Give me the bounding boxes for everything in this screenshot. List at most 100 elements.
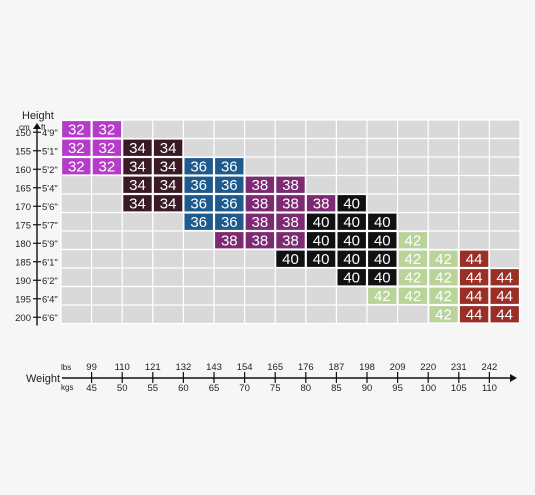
height-ft-label: 4'9": [42, 128, 58, 139]
weight-lbs-label: 154: [237, 362, 253, 373]
weight-unit-lbs: lbs: [61, 363, 71, 372]
size-cell-label: 34: [160, 177, 177, 194]
size-cell-label: 38: [252, 177, 269, 194]
size-cell: [91, 138, 123, 157]
height-cm-label: 165: [15, 183, 31, 194]
size-cell-label: 40: [343, 269, 360, 286]
size-cell-label: 36: [221, 158, 238, 175]
size-cell-label: 40: [374, 251, 391, 268]
size-cell-label: 40: [374, 269, 391, 286]
weight-lbs-label: 132: [175, 362, 191, 373]
size-cell-label: 40: [343, 214, 360, 231]
weight-kgs-label: 45: [86, 383, 97, 394]
size-cell: [61, 138, 92, 157]
size-cell-label: 36: [190, 177, 207, 194]
size-cell: [458, 286, 490, 305]
size-cell-label: 36: [221, 177, 238, 194]
height-cm-label: 190: [15, 276, 31, 287]
height-cm-label: 195: [15, 294, 31, 305]
height-cm-label: 160: [15, 165, 31, 176]
size-cell-label: 44: [466, 251, 483, 268]
size-cell: [458, 249, 490, 268]
weight-kgs-label: 70: [239, 383, 250, 394]
size-cell: [397, 249, 429, 268]
size-cell-label: 36: [190, 214, 207, 231]
height-ft-label: 5'1": [42, 146, 58, 157]
size-cell: [428, 268, 459, 287]
weight-kgs-label: 80: [301, 383, 312, 394]
size-cell: [244, 175, 276, 194]
size-cell: [122, 157, 153, 176]
height-unit-ft: ft: [41, 123, 46, 132]
size-cell-label: 40: [374, 214, 391, 231]
size-cell-label: 40: [343, 195, 360, 212]
size-cell-label: 38: [282, 177, 299, 194]
size-cell-label: 42: [374, 288, 391, 305]
size-cell: [152, 157, 184, 176]
size-cell-label: 44: [496, 269, 513, 286]
size-cell-label: 38: [282, 214, 299, 231]
size-cell-label: 40: [343, 232, 360, 249]
weight-lbs-label: 143: [206, 362, 222, 373]
size-cell: [214, 194, 245, 213]
size-cell: [428, 305, 459, 324]
size-cell-label: 32: [99, 121, 116, 138]
size-cell-label: 38: [252, 195, 269, 212]
size-cell: [336, 212, 367, 231]
height-ft-label: 6'1": [42, 257, 58, 268]
height-ft-label: 6'2": [42, 276, 58, 287]
size-cell-label: 34: [160, 158, 177, 175]
size-cell: [489, 286, 520, 305]
size-cell-label: 40: [313, 232, 330, 249]
size-cell: [336, 268, 367, 287]
size-cell-label: 40: [313, 214, 330, 231]
weight-lbs-label: 165: [267, 362, 283, 373]
size-cell-label: 42: [435, 288, 452, 305]
weight-kgs-label: 55: [148, 383, 159, 394]
size-cell: [458, 268, 490, 287]
height-ft-label: 5'2": [42, 165, 58, 176]
size-cell-label: 42: [405, 251, 422, 268]
size-cell-label: 36: [221, 195, 238, 212]
weight-lbs-label: 242: [481, 362, 497, 373]
size-cell: [367, 268, 398, 287]
size-cell-label: 34: [160, 195, 177, 212]
size-cell: [367, 231, 398, 250]
height-ft-label: 5'9": [42, 239, 58, 250]
weight-lbs-label: 176: [298, 362, 314, 373]
size-cell-label: 36: [190, 195, 207, 212]
height-ft-label: 6'6": [42, 313, 58, 324]
weight-kgs-label: 95: [392, 383, 403, 394]
size-cell: [152, 175, 184, 194]
size-cell-label: 32: [68, 121, 85, 138]
size-cell: [489, 305, 520, 324]
size-cell: [214, 157, 245, 176]
size-cell: [183, 157, 214, 176]
weight-kgs-label: 90: [362, 383, 373, 394]
size-cell: [183, 194, 214, 213]
size-cell-label: 36: [221, 214, 238, 231]
weight-kgs-label: 65: [209, 383, 220, 394]
height-axis-title: Height: [22, 110, 54, 122]
height-cm-label: 185: [15, 257, 31, 268]
size-cell-label: 44: [466, 306, 483, 323]
size-cell: [367, 212, 398, 231]
size-cell-label: 32: [68, 158, 85, 175]
weight-axis-title: Weight: [26, 373, 60, 385]
height-ft-label: 6'4": [42, 294, 58, 305]
size-cell-label: 38: [282, 195, 299, 212]
size-cell-label: 34: [129, 158, 146, 175]
size-cell: [397, 268, 429, 287]
height-ft-label: 5'4": [42, 183, 58, 194]
size-cell-label: 40: [374, 232, 391, 249]
height-cm-label: 170: [15, 202, 31, 213]
size-cell-label: 44: [496, 306, 513, 323]
size-cell: [275, 231, 306, 250]
size-cell: [336, 231, 367, 250]
weight-lbs-label: 198: [359, 362, 375, 373]
size-cell-label: 42: [405, 288, 422, 305]
height-cm-label: 180: [15, 239, 31, 250]
weight-lbs-label: 220: [420, 362, 436, 373]
size-cell: [214, 231, 245, 250]
size-cell: [489, 268, 520, 287]
